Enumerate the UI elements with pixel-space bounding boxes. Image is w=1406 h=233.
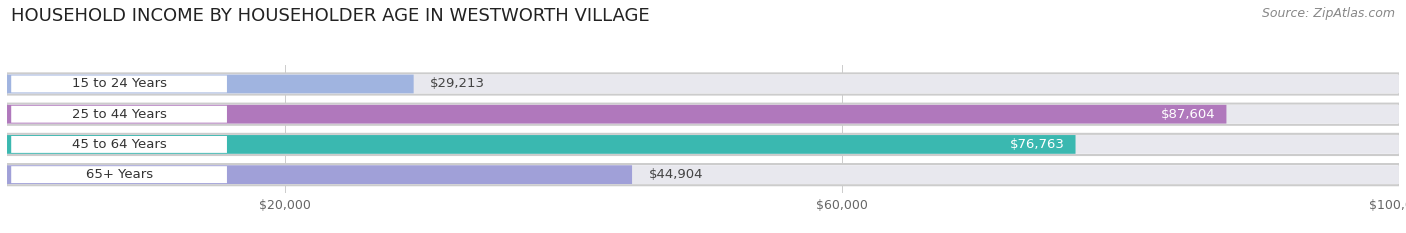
FancyBboxPatch shape [7, 104, 1399, 125]
Text: $87,604: $87,604 [1161, 108, 1215, 121]
FancyBboxPatch shape [11, 106, 226, 123]
Text: $29,213: $29,213 [430, 78, 485, 90]
Text: Source: ZipAtlas.com: Source: ZipAtlas.com [1261, 7, 1395, 20]
FancyBboxPatch shape [7, 73, 1399, 95]
FancyBboxPatch shape [11, 75, 226, 93]
Text: 45 to 64 Years: 45 to 64 Years [72, 138, 166, 151]
Text: 25 to 44 Years: 25 to 44 Years [72, 108, 166, 121]
FancyBboxPatch shape [7, 75, 1399, 93]
FancyBboxPatch shape [7, 105, 1226, 123]
FancyBboxPatch shape [7, 165, 1399, 184]
FancyBboxPatch shape [11, 136, 226, 153]
FancyBboxPatch shape [7, 135, 1076, 154]
Text: 15 to 24 Years: 15 to 24 Years [72, 78, 166, 90]
FancyBboxPatch shape [11, 166, 226, 183]
Text: $44,904: $44,904 [648, 168, 703, 181]
FancyBboxPatch shape [7, 75, 413, 93]
FancyBboxPatch shape [7, 134, 1399, 155]
FancyBboxPatch shape [7, 165, 633, 184]
FancyBboxPatch shape [7, 135, 1399, 154]
FancyBboxPatch shape [7, 164, 1399, 185]
FancyBboxPatch shape [7, 105, 1399, 123]
Text: 65+ Years: 65+ Years [86, 168, 153, 181]
Text: $76,763: $76,763 [1010, 138, 1064, 151]
Text: HOUSEHOLD INCOME BY HOUSEHOLDER AGE IN WESTWORTH VILLAGE: HOUSEHOLD INCOME BY HOUSEHOLDER AGE IN W… [11, 7, 650, 25]
